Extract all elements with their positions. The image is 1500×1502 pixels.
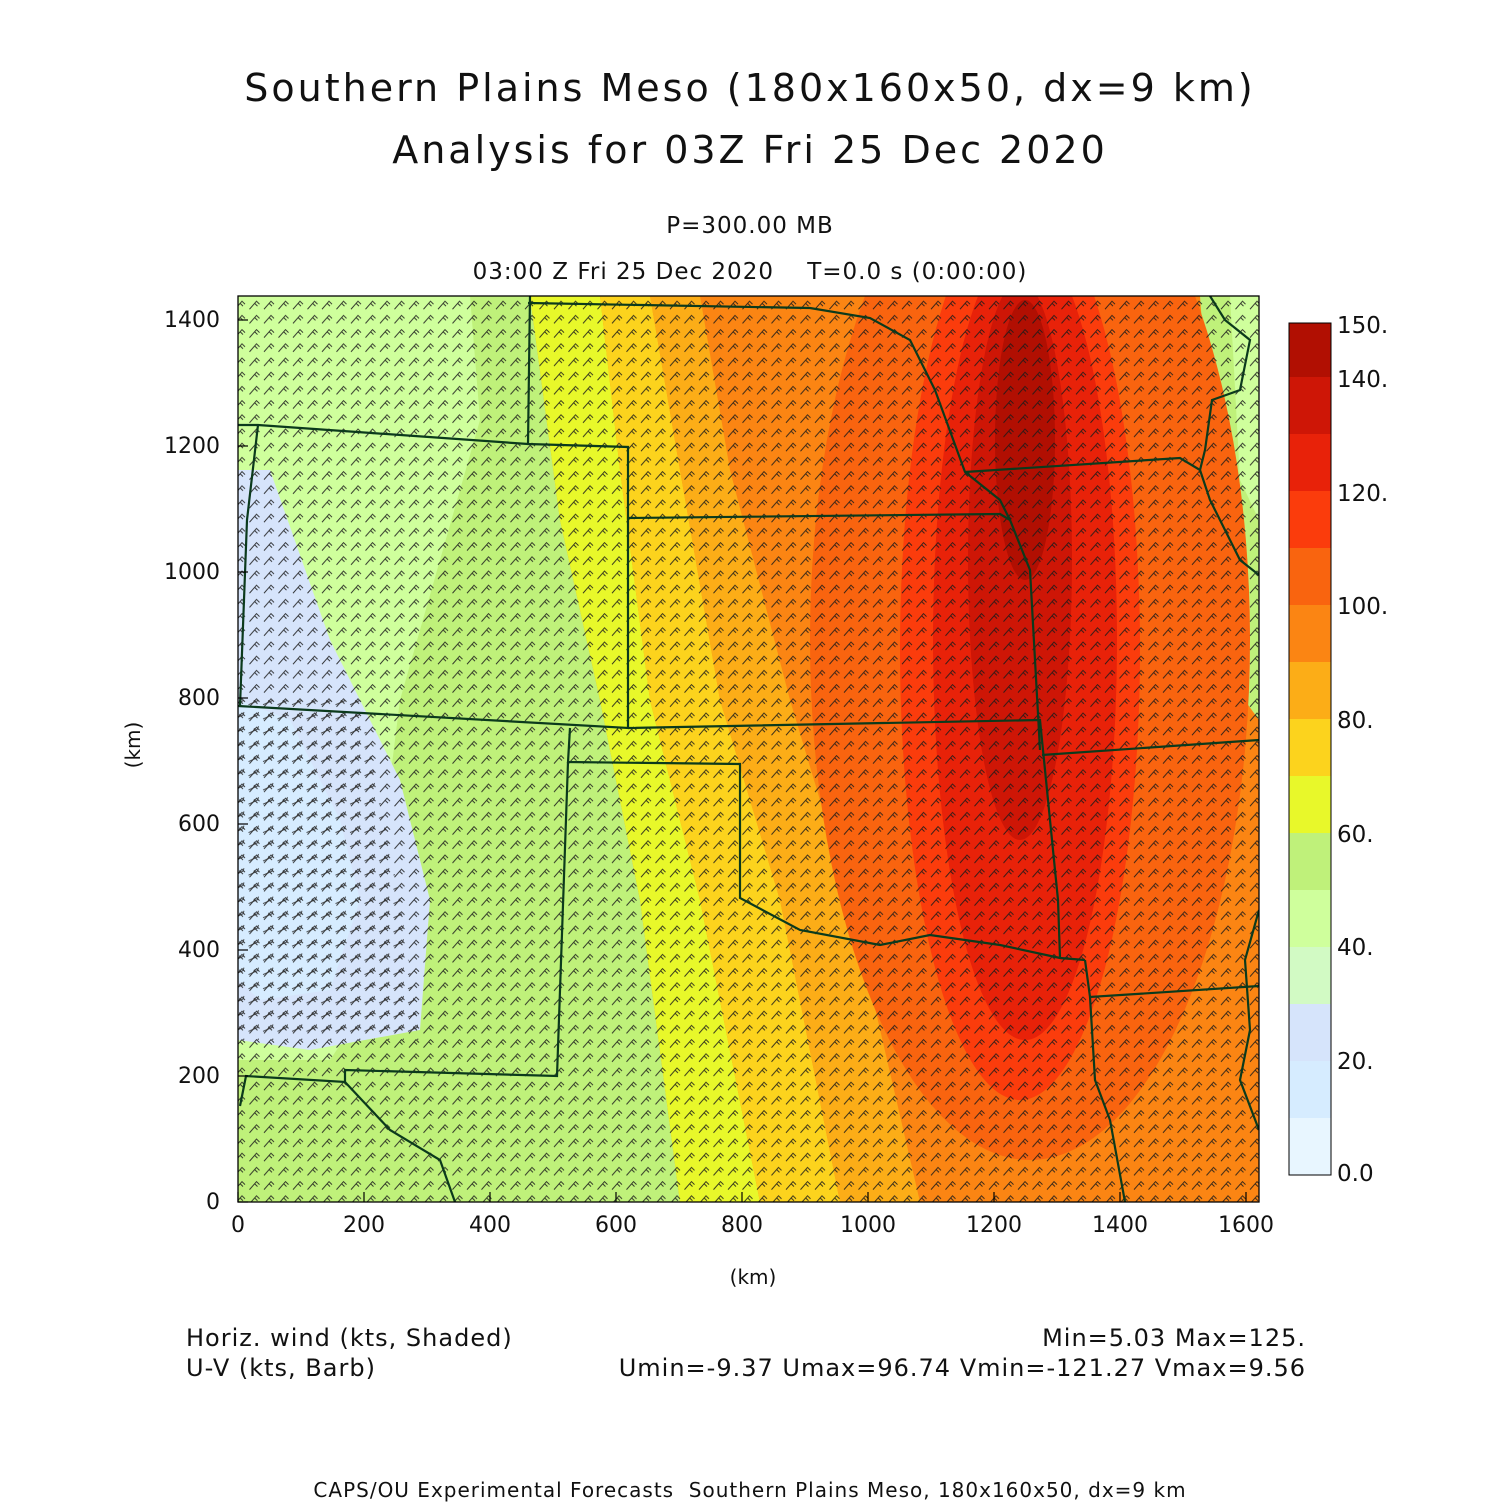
legend-shaded: Horiz. wind (kts, Shaded) bbox=[186, 1324, 513, 1352]
pressure-level: P=300.00 MB bbox=[666, 213, 834, 239]
y-tick-label: 1400 bbox=[164, 308, 220, 333]
colorbar-label: 60. bbox=[1337, 822, 1374, 848]
x-axis-label: (km) bbox=[729, 1265, 777, 1289]
colorbar-label: 0.0 bbox=[1337, 1161, 1374, 1187]
y-tick-label: 800 bbox=[178, 686, 220, 711]
y-tick-label: 200 bbox=[178, 1064, 220, 1089]
plot-frame bbox=[237, 295, 1260, 1203]
chart-subtitle: Analysis for 03Z Fri 25 Dec 2020 bbox=[392, 128, 1108, 172]
x-tick-label: 400 bbox=[469, 1213, 511, 1238]
colorbar bbox=[1288, 322, 1332, 1176]
min-max-values: Min=5.03 Max=125. bbox=[1042, 1324, 1306, 1352]
valid-time: 03:00 Z Fri 25 Dec 2020 T=0.0 s (0:00:00… bbox=[472, 259, 1028, 285]
y-tick-label: 400 bbox=[178, 938, 220, 963]
state-boundaries bbox=[238, 296, 1259, 1202]
x-tick-label: 0 bbox=[231, 1213, 245, 1238]
x-tick-label: 800 bbox=[721, 1213, 763, 1238]
chart-title: Southern Plains Meso (180x160x50, dx=9 k… bbox=[244, 66, 1256, 110]
y-axis-label: (km) bbox=[121, 721, 145, 769]
colorbar-label: 140. bbox=[1337, 367, 1389, 393]
colorbar-label: 100. bbox=[1337, 594, 1389, 620]
x-tick-label: 200 bbox=[343, 1213, 385, 1238]
colorbar-label: 120. bbox=[1337, 481, 1389, 507]
x-tick-label: 1400 bbox=[1092, 1213, 1148, 1238]
y-tick-label: 0 bbox=[206, 1190, 220, 1215]
y-tick-label: 1000 bbox=[164, 560, 220, 585]
x-tick-label: 1000 bbox=[840, 1213, 896, 1238]
axis-ticks bbox=[237, 319, 1247, 1203]
colorbar-label: 150. bbox=[1337, 313, 1389, 339]
wind-speed-field bbox=[238, 296, 1259, 1202]
x-tick-label: 600 bbox=[595, 1213, 637, 1238]
uv-range-values: Umin=-9.37 Umax=96.74 Vmin=-121.27 Vmax=… bbox=[618, 1354, 1306, 1382]
footer-credit: CAPS/OU Experimental Forecasts Southern … bbox=[313, 1478, 1187, 1502]
colorbar-label: 20. bbox=[1337, 1049, 1374, 1075]
legend-barb: U-V (kts, Barb) bbox=[186, 1354, 376, 1382]
colorbar-label: 80. bbox=[1337, 708, 1374, 734]
colorbar-label: 40. bbox=[1337, 935, 1374, 961]
y-tick-label: 1200 bbox=[164, 434, 220, 459]
x-tick-label: 1600 bbox=[1218, 1213, 1274, 1238]
x-tick-label: 1200 bbox=[966, 1213, 1022, 1238]
y-tick-label: 600 bbox=[178, 812, 220, 837]
